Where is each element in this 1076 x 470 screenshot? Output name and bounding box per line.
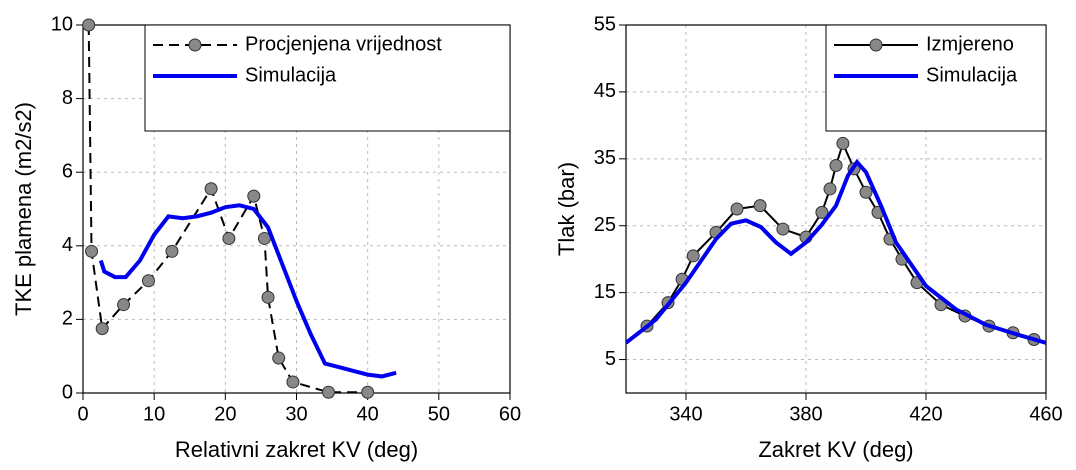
point [85,244,99,258]
y-tick-label: 5 [605,348,616,370]
y-tick-label: 6 [62,160,73,182]
point [204,182,218,196]
series-line [626,158,1046,345]
legend-label: Procjenjena vrijednost [245,33,442,55]
y-tick-label: 2 [62,308,73,330]
point [141,274,155,288]
series [98,203,397,379]
point [247,189,261,203]
legend-label: Simulacija [926,64,1018,86]
legend-label: Izmjereno [926,33,1014,55]
y-tick-label: 55 [594,13,616,35]
y-tick-label: 45 [594,80,616,102]
y-tick-label: 4 [62,234,73,256]
point [261,290,275,304]
point [730,202,744,216]
point [165,244,179,258]
point [286,375,300,389]
point [272,351,286,365]
x-tick-label: 420 [909,403,942,425]
x-tick-label: 60 [499,403,521,425]
series-line [646,140,1035,341]
point [361,385,375,399]
x-tick-label: 50 [428,403,450,425]
point [117,298,131,312]
point [222,231,236,245]
series-line [98,203,397,379]
point [95,322,109,336]
point [829,159,843,173]
legend-label: Simulacija [245,64,337,86]
point [322,385,336,399]
point [82,18,96,32]
point [753,199,767,213]
y-axis-label: Tlak (bar) [554,162,579,256]
x-axis-label: Relativni zakret KV (deg) [175,437,418,462]
x-axis-label: Zakret KV (deg) [758,437,913,462]
y-tick-label: 8 [62,87,73,109]
point [823,182,837,196]
point [815,205,829,219]
y-tick-label: 0 [62,381,73,403]
x-tick-label: 20 [214,403,236,425]
y-axis-label: TKE plamena (m2/s2) [11,102,36,316]
point [686,249,700,263]
legend-marker [869,38,883,52]
y-tick-label: 25 [594,214,616,236]
series [626,158,1046,345]
x-tick-label: 40 [357,403,379,425]
y-tick-label: 10 [51,13,73,35]
legend-box [144,24,511,132]
point [859,185,873,199]
x-tick-label: 10 [143,403,165,425]
series [646,140,1035,341]
point [776,222,790,236]
x-tick-label: 30 [285,403,307,425]
x-tick-label: 380 [789,403,822,425]
x-tick-label: 0 [77,403,88,425]
x-tick-label: 460 [1029,403,1062,425]
y-tick-label: 35 [594,147,616,169]
point [836,136,850,150]
y-tick-label: 15 [594,281,616,303]
legend-marker [188,38,202,52]
x-tick-label: 340 [669,403,702,425]
